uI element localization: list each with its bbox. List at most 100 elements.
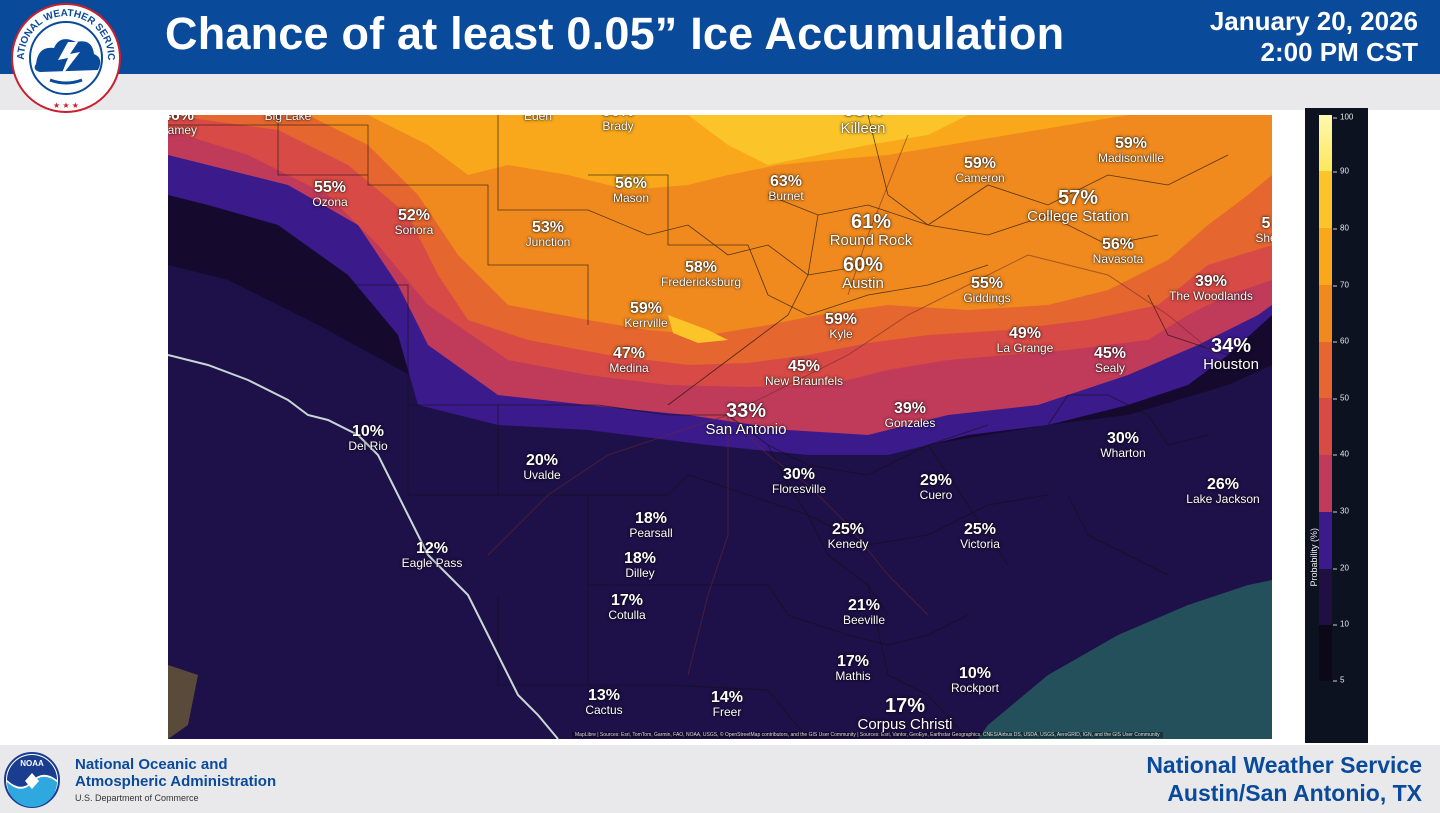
location-city-name: She [1255, 231, 1272, 245]
location-city-name: Wharton [1100, 446, 1146, 460]
nws-line-1: National Weather Service [1146, 752, 1422, 778]
location-city-name: Fredericksburg [660, 275, 742, 289]
location-label-ozona: 55% Ozona [312, 179, 347, 209]
location-label-brady: 56%Brady [602, 115, 634, 133]
location-city-name: Cuero [919, 488, 953, 502]
location-label-beeville: 21% Beeville [843, 597, 885, 627]
location-probability: 17% [610, 592, 644, 609]
location-label-sonora: 52% Sonora [395, 207, 434, 237]
location-label-fredericksburg: 58% Fredericksburg [661, 259, 741, 289]
location-probability: 53% [531, 219, 565, 236]
location-label-rockport: 10% Rockport [951, 665, 999, 695]
location-probability: 45% [787, 358, 821, 375]
location-city-name: Navasota [1092, 252, 1144, 266]
page-title: Chance of at least 0.05” Ice Accumulatio… [165, 8, 1065, 59]
location-city-name: Ozona [312, 195, 348, 209]
location-probability: 14% [710, 689, 744, 706]
legend-tick-60: 60 [1333, 336, 1349, 346]
location-probability: 46% [168, 115, 195, 124]
location-probability: 12% [415, 540, 449, 557]
location-label-round-rock: 61% Round Rock [830, 212, 913, 249]
probability-legend: 100 90 80 70 60 50 40 30 20 10 5 Probability (%) [1305, 108, 1368, 743]
location-label-floresville: 30% Floresville [772, 466, 826, 496]
location-city-name: Kerrville [624, 316, 668, 330]
location-probability: 39% [893, 400, 927, 417]
location-label-uvalde: 20% Uvalde [523, 452, 560, 482]
location-probability: 52% [397, 207, 431, 224]
legend-band-10 [1319, 625, 1332, 681]
location-city-name: Mathis [835, 669, 871, 683]
location-probability: 18% [623, 550, 657, 567]
location-probability: 55% [970, 275, 1004, 292]
location-city-name: Cameron [955, 171, 1005, 185]
location-probability: 25% [831, 521, 865, 538]
location-probability: 21% [847, 597, 881, 614]
location-label-big-lake: Big Lake [265, 115, 312, 123]
location-city-name: Killeen [840, 120, 886, 137]
location-city-name: New Braunfels [764, 374, 844, 388]
location-probability: 26% [1206, 476, 1240, 493]
nws-line-2: Austin/San Antonio, TX [1167, 780, 1422, 806]
location-probability: 63% [769, 173, 803, 190]
location-label-burnet: 63% Burnet [768, 173, 803, 203]
header-subband [0, 74, 1440, 110]
location-label-pearsall: 18% Pearsall [629, 510, 672, 540]
legend-band-90 [1319, 171, 1332, 228]
location-probability: 20% [525, 452, 559, 469]
location-label-cotulla: 17% Cotulla [608, 592, 645, 622]
header-bar [0, 0, 1440, 74]
legend-tick-40: 40 [1333, 449, 1349, 459]
location-city-name: Dilley [625, 566, 655, 580]
location-probability: 5 [1261, 215, 1271, 232]
location-probability: 49% [1008, 325, 1042, 342]
location-city-name: Pearsall [629, 526, 673, 540]
location-label-the-woodlands: 39% The Woodlands [1169, 273, 1253, 303]
ice-probability-map[interactable]: 46%CameyBig LakeEden56%Brady63%Killeen59… [168, 115, 1272, 739]
location-label-navasota: 56% Navasota [1093, 236, 1144, 266]
location-city-name: College Station [1027, 208, 1129, 225]
location-label-corpus-christi: 17% Corpus Christi [857, 696, 952, 733]
location-label-camey: 46%Camey [168, 115, 197, 137]
location-probability: 33% [725, 400, 767, 422]
location-probability: 61% [850, 211, 892, 233]
location-city-name: Beeville [842, 613, 886, 627]
location-label-gonzales: 39% Gonzales [885, 400, 936, 430]
location-probability: 47% [612, 345, 646, 362]
legend-tick-50: 50 [1333, 393, 1349, 403]
location-probability: 57% [1057, 187, 1099, 209]
location-city-name: Houston [1203, 356, 1259, 373]
location-probability: 63% [840, 115, 885, 121]
location-city-name: Mason [612, 191, 650, 205]
location-label-cactus: 13% Cactus [585, 687, 622, 717]
legend-band-40 [1319, 455, 1332, 512]
legend-tick-5: 5 [1332, 675, 1345, 685]
legend-color-bar [1319, 115, 1332, 681]
location-probability: 29% [919, 472, 953, 489]
location-label-la-grange: 49% La Grange [997, 325, 1054, 355]
location-probability: 59% [824, 311, 858, 328]
location-probability: 56% [1101, 236, 1135, 253]
location-probability: 56% [614, 175, 648, 192]
location-label-mathis: 17% Mathis [835, 653, 870, 683]
location-probability: 25% [963, 521, 997, 538]
noaa-line-1: National Oceanic and [75, 756, 228, 773]
noaa-logo: NOAA [4, 752, 60, 808]
location-label-medina: 47% Medina [609, 345, 648, 375]
legend-tick-10: 10 [1333, 619, 1349, 629]
location-label-dilley: 18% Dilley [624, 550, 656, 580]
location-label-eden: Eden [524, 115, 552, 123]
location-city-name: Big Lake [264, 115, 312, 123]
location-city-name: Camey [168, 123, 198, 137]
location-probability: 10% [351, 423, 385, 440]
location-label-freer: 14% Freer [711, 689, 743, 719]
location-city-name: Lake Jackson [1186, 492, 1260, 506]
issued-datetime: January 20, 2026 2:00 PM CST [1210, 6, 1418, 68]
location-probability: 59% [629, 300, 663, 317]
location-probability: 17% [836, 653, 870, 670]
location-city-name: Kyle [829, 327, 853, 341]
svg-text:★ ★ ★: ★ ★ ★ [53, 101, 79, 110]
probability-shading [168, 115, 1272, 739]
location-probability: 17% [884, 695, 926, 717]
location-city-name: Gonzales [884, 416, 936, 430]
legend-band-50 [1319, 398, 1332, 455]
